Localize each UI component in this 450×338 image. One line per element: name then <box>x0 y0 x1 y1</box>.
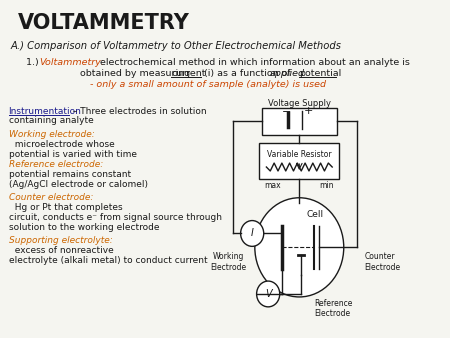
Text: electrochemical method in which information about an analyte is: electrochemical method in which informat… <box>97 58 410 67</box>
Text: (i) as a function of: (i) as a function of <box>202 69 294 78</box>
Text: A.) Comparison of Voltammetry to Other Electrochemical Methods: A.) Comparison of Voltammetry to Other E… <box>10 41 341 51</box>
Text: V: V <box>265 289 271 299</box>
Text: Working
Electrode: Working Electrode <box>210 252 246 272</box>
Text: Voltammetry:: Voltammetry: <box>40 58 105 67</box>
Text: Variable Resistor: Variable Resistor <box>267 150 332 159</box>
Text: containing analyte: containing analyte <box>9 116 93 125</box>
Text: potential remains constant: potential remains constant <box>9 170 130 179</box>
Text: Counter
Electrode: Counter Electrode <box>364 252 400 272</box>
Text: VOLTAMMETRY: VOLTAMMETRY <box>18 13 189 33</box>
Text: circuit, conducts e⁻ from signal source through: circuit, conducts e⁻ from signal source … <box>9 213 221 222</box>
Text: potential: potential <box>299 69 342 78</box>
Text: Voltage Supply: Voltage Supply <box>268 99 331 107</box>
Text: (Ag/AgCl electrode or calomel): (Ag/AgCl electrode or calomel) <box>9 180 148 189</box>
Text: obtained by measuring: obtained by measuring <box>80 69 193 78</box>
Text: electrolyte (alkali metal) to conduct current: electrolyte (alkali metal) to conduct cu… <box>9 256 207 265</box>
Text: microelectrode whose: microelectrode whose <box>9 140 114 149</box>
Circle shape <box>256 281 280 307</box>
Text: Instrumentation: Instrumentation <box>9 106 81 116</box>
Text: Counter electrode:: Counter electrode: <box>9 193 93 202</box>
Text: - only a small amount of sample (analyte) is used: - only a small amount of sample (analyte… <box>90 80 326 89</box>
Text: 1.): 1.) <box>26 58 42 67</box>
Text: – Three electrodes in solution: – Three electrodes in solution <box>70 106 207 116</box>
Text: −: − <box>282 106 292 117</box>
FancyBboxPatch shape <box>262 107 337 135</box>
Text: Hg or Pt that completes: Hg or Pt that completes <box>9 203 122 212</box>
FancyBboxPatch shape <box>259 143 339 179</box>
Text: max: max <box>265 181 281 190</box>
Text: excess of nonreactive: excess of nonreactive <box>9 246 113 255</box>
Text: Cell: Cell <box>307 210 324 219</box>
Text: current: current <box>171 69 206 78</box>
Circle shape <box>241 221 264 246</box>
Text: +: + <box>303 105 313 116</box>
Text: applied: applied <box>270 69 305 78</box>
Text: Working electrode:: Working electrode: <box>9 130 94 139</box>
Text: solution to the working electrode: solution to the working electrode <box>9 222 159 232</box>
Text: Reference electrode:: Reference electrode: <box>9 160 103 169</box>
Text: Supporting electrolyte:: Supporting electrolyte: <box>9 237 112 245</box>
Circle shape <box>255 198 344 297</box>
Text: Reference
Electrode: Reference Electrode <box>315 299 353 318</box>
Text: min: min <box>320 181 334 190</box>
Text: I: I <box>251 228 254 239</box>
Text: potential is varied with time: potential is varied with time <box>9 150 136 159</box>
